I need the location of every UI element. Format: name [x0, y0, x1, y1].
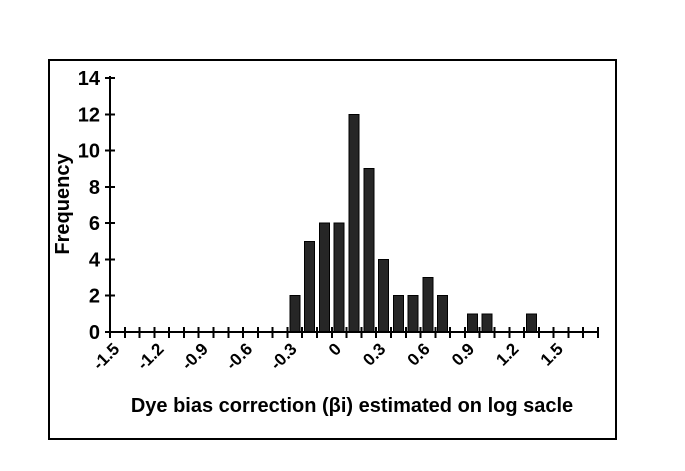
- chart-border: [48, 59, 617, 440]
- bar-0.0: [333, 222, 345, 333]
- y-tick-label-8: 8: [89, 177, 100, 199]
- x-tick-label-1.5: 1.5: [537, 339, 567, 369]
- x-tick-label-0.3: 0.3: [359, 339, 389, 369]
- x-tick-label-0: 0: [325, 339, 345, 359]
- y-tick-label-10: 10: [78, 141, 100, 163]
- x-tick-label-0.9: 0.9: [448, 339, 478, 369]
- bar-0.1: [348, 113, 360, 333]
- bar--0.3: [289, 295, 301, 333]
- bars-group: [289, 113, 537, 333]
- bar-0.9: [466, 313, 478, 333]
- bar-0.7: [437, 295, 449, 333]
- axes-group: [105, 76, 599, 338]
- x-axis-title: Dye bias correction (βi) estimated on lo…: [131, 395, 573, 417]
- y-axis-title: Frequency: [52, 153, 74, 255]
- bar-0.2: [363, 168, 375, 333]
- y-tick-label-0: 0: [89, 322, 100, 344]
- x-tick-label--1.2: -1.2: [133, 339, 167, 373]
- y-tick-label-14: 14: [78, 68, 101, 90]
- x-tick-label--0.6: -0.6: [222, 339, 256, 373]
- bar-0.3: [378, 258, 390, 333]
- bar-1.0: [481, 313, 493, 333]
- x-tick-label-1.2: 1.2: [492, 339, 522, 369]
- bar-0.6: [422, 277, 434, 333]
- x-tick-label--0.3: -0.3: [267, 339, 301, 373]
- x-tick-label-0.6: 0.6: [404, 339, 434, 369]
- bar-0.4: [392, 295, 404, 333]
- y-tick-label-4: 4: [89, 249, 101, 271]
- bar--0.2: [304, 240, 316, 333]
- y-tick-label-6: 6: [89, 213, 100, 235]
- y-tick-label-2: 2: [89, 286, 100, 308]
- x-tick-label--0.9: -0.9: [178, 339, 212, 373]
- y-tick-label-12: 12: [78, 104, 100, 126]
- bar-0.5: [407, 295, 419, 333]
- bar-1.3: [525, 313, 537, 333]
- bar--0.1: [318, 222, 330, 333]
- x-tick-label--1.5: -1.5: [89, 339, 123, 373]
